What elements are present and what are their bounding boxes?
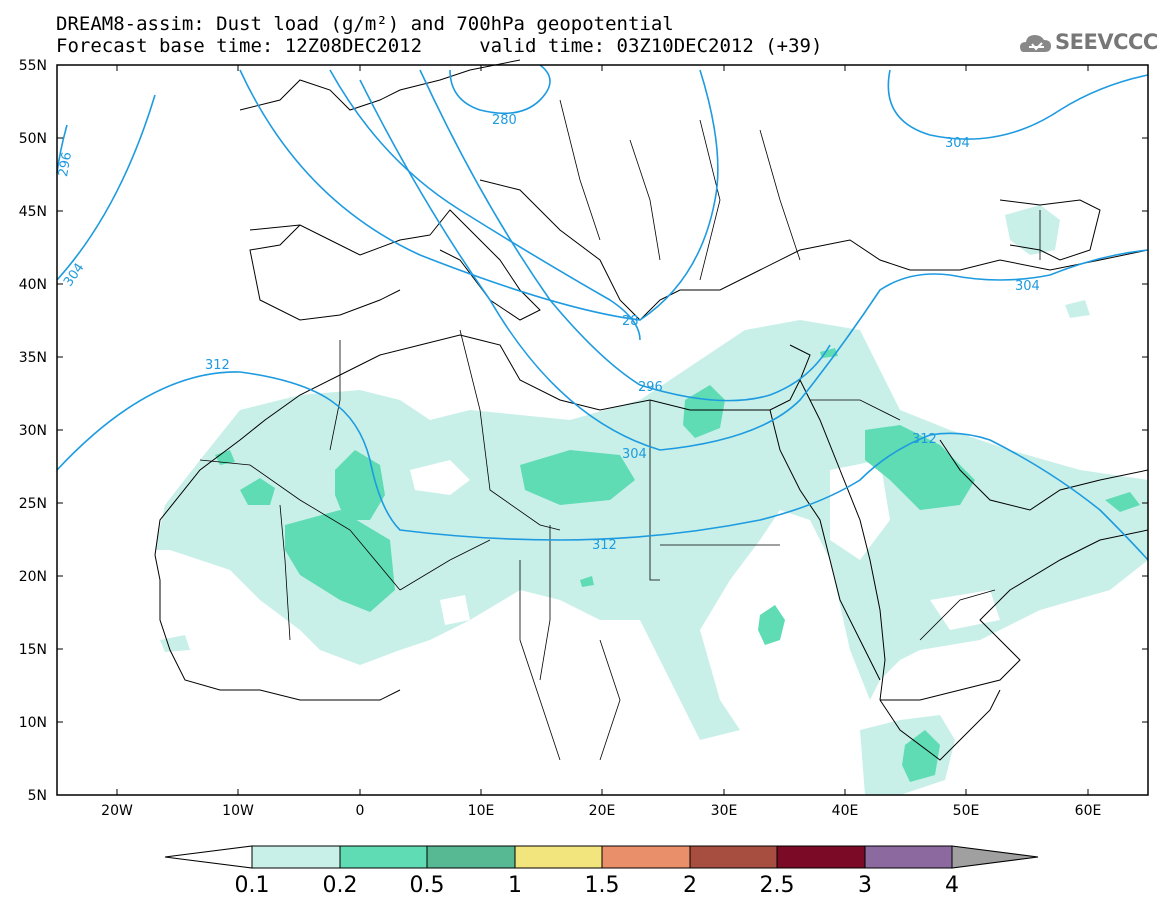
colorbar-swatch — [426, 845, 516, 869]
lat-label: 15N — [19, 642, 47, 658]
colorbar-label: 0.5 — [410, 873, 445, 898]
lat-labels: 55N 50N 45N 40N 35N 30N 25N 20N 15N 10N … — [19, 58, 47, 804]
lon-label: 20W — [101, 803, 133, 819]
dust-shading-gaps — [410, 460, 1000, 630]
lon-label: 30E — [711, 803, 738, 819]
colorbar-label: 0.2 — [323, 873, 358, 898]
lon-label: 10E — [468, 803, 495, 819]
colorbar-swatch — [251, 845, 341, 869]
map-title-line1: DREAM8-assim: Dust load (g/m²) and 700hP… — [56, 13, 674, 35]
colorbar-label: 4 — [945, 873, 959, 898]
contour-label: 28 — [622, 314, 639, 329]
lat-label: 20N — [19, 569, 47, 585]
coastlines — [154, 59, 1149, 761]
country-borders — [199, 99, 1041, 761]
colorbar-under-arrow — [164, 845, 253, 869]
lat-label: 35N — [19, 350, 47, 366]
dust-shading-medium — [215, 348, 1140, 782]
lon-label: 20E — [589, 803, 616, 819]
colorbar-swatch — [864, 845, 953, 869]
map-title-line2: Forecast base time: 12Z08DEC2012 valid t… — [56, 35, 823, 57]
colorbar-label: 0.1 — [235, 873, 270, 898]
lat-label: 55N — [19, 58, 47, 74]
lon-label: 10W — [222, 803, 254, 819]
lat-label: 45N — [19, 204, 47, 220]
colorbar — [164, 845, 1039, 869]
contour-label: 280 — [492, 113, 517, 128]
contour-label: 312 — [912, 432, 937, 447]
lat-label: 40N — [19, 277, 47, 293]
lat-label: 25N — [19, 496, 47, 512]
contour-label: 312 — [205, 358, 230, 373]
cloud-icon — [1020, 35, 1051, 52]
dust-shading-light — [155, 205, 1148, 795]
contour-label: 304 — [945, 136, 970, 151]
lon-label: 0 — [356, 803, 365, 819]
contour-label: 304 — [1015, 279, 1040, 294]
colorbar-label: 3 — [858, 873, 872, 898]
lat-label: 30N — [19, 423, 47, 439]
axis-ticks — [57, 64, 1148, 795]
contour-label: 304 — [61, 261, 88, 290]
lon-label: 40E — [832, 803, 859, 819]
colorbar-label: 2.5 — [760, 873, 795, 898]
lon-labels: 20W 10W 0 10E 20E 30E 40E 50E 60E — [101, 803, 1101, 819]
logo-text: SEEVCCC — [1055, 30, 1158, 54]
lat-label: 10N — [19, 715, 47, 731]
lon-label: 60E — [1075, 803, 1102, 819]
colorbar-swatch — [339, 845, 428, 869]
colorbar-label: 2 — [683, 873, 697, 898]
lat-label: 50N — [19, 131, 47, 147]
contour-labels: 296 280 304 304 28 296 312 304 312 312 3… — [56, 113, 1040, 553]
colorbar-over-arrow — [951, 845, 1039, 869]
lat-label: 5N — [28, 788, 47, 804]
lon-label: 50E — [953, 803, 980, 819]
colorbar-label: 1.5 — [585, 873, 620, 898]
colorbar-swatch — [514, 845, 603, 869]
geopotential-contours — [56, 64, 1149, 561]
colorbar-swatch — [689, 845, 778, 869]
contour-label: 312 — [592, 538, 617, 553]
contour-label: 296 — [638, 380, 663, 395]
contour-label: 304 — [622, 447, 647, 462]
colorbar-labels: 0.1 0.2 0.5 1 1.5 2 2.5 3 4 — [235, 873, 960, 898]
colorbar-swatch — [776, 845, 866, 869]
colorbar-swatch — [601, 845, 691, 869]
contour-label: 296 — [56, 151, 75, 178]
colorbar-label: 1 — [508, 873, 522, 898]
